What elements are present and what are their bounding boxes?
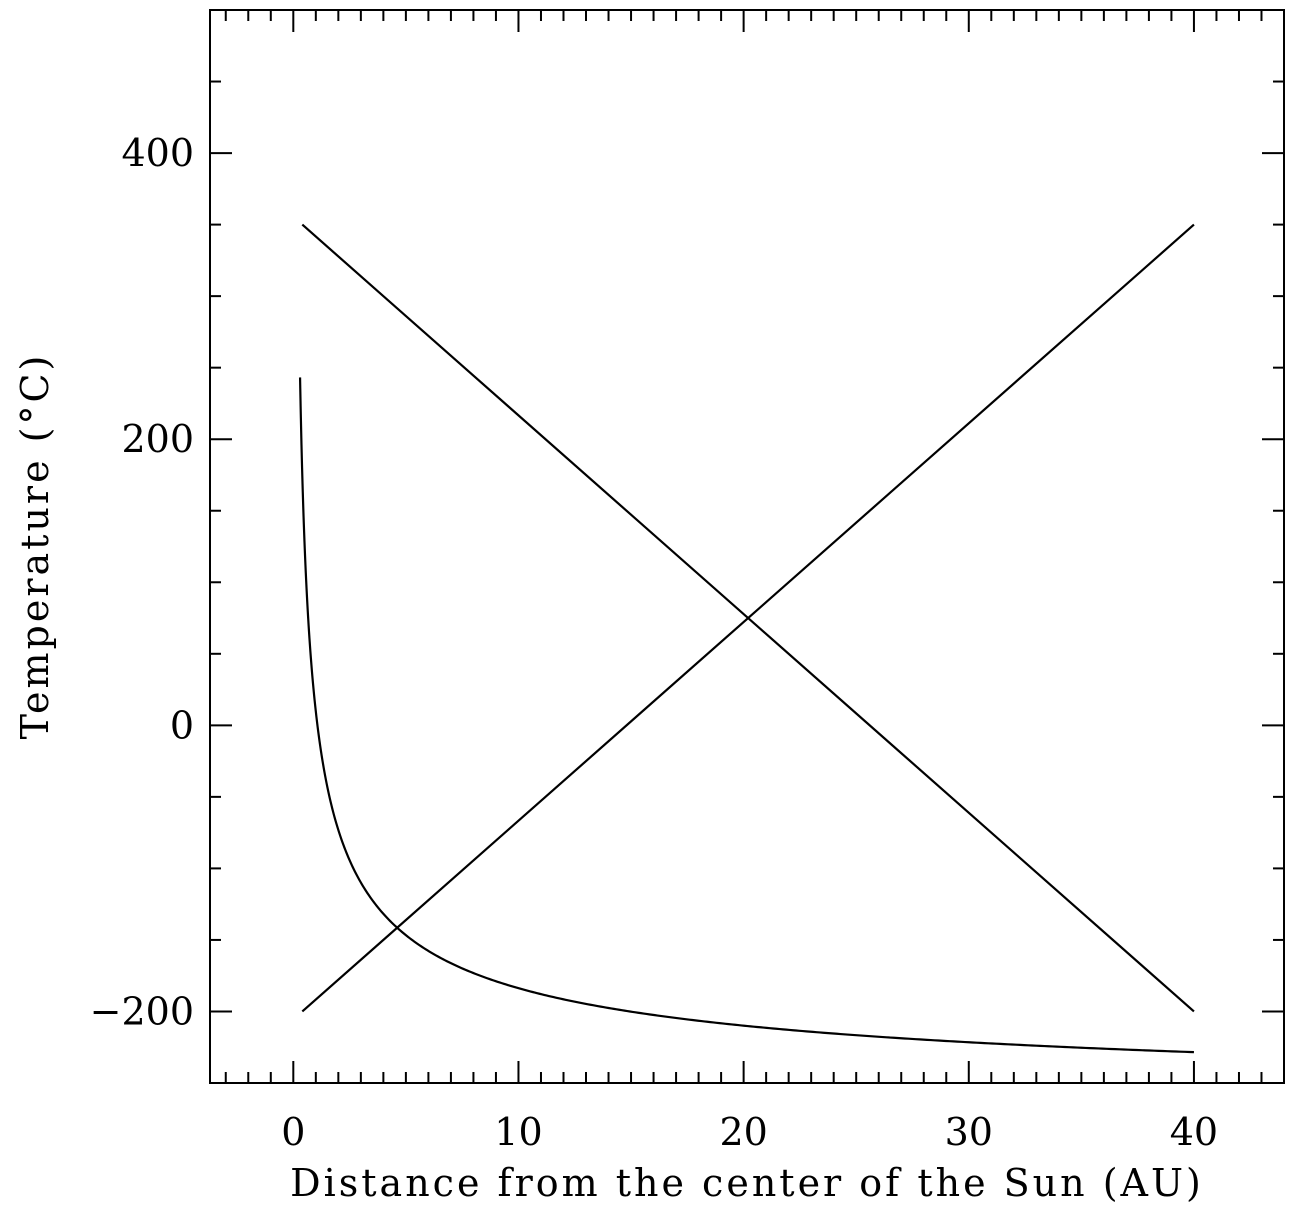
y-tick-label: −200: [90, 989, 194, 1033]
x-tick-label: 20: [719, 1110, 767, 1154]
x-tick-label: 10: [494, 1110, 542, 1154]
x-tick-label: 40: [1170, 1110, 1218, 1154]
minor-ticks: [210, 9, 1285, 1084]
y-tick-label: 0: [170, 703, 194, 747]
plot-frame: [209, 9, 1285, 1084]
y-tick-label: 400: [121, 131, 194, 175]
x-tick-label: 0: [281, 1110, 305, 1154]
y-axis-label: Temperature (°C): [13, 353, 57, 740]
x-tick-label: 30: [945, 1110, 993, 1154]
x-axis-label: Distance from the center of the Sun (AU): [290, 1161, 1204, 1205]
series-lines: [298, 223, 1195, 1054]
x-tick-labels: 0 10 20 30 40: [281, 1110, 1218, 1154]
major-ticks: [210, 10, 1284, 1083]
y-tick-label: 200: [121, 417, 194, 461]
falling-line: [301, 223, 1195, 1013]
temperature-curve-line: [298, 376, 1194, 1054]
y-tick-labels: −200 0 200 400: [90, 131, 194, 1033]
